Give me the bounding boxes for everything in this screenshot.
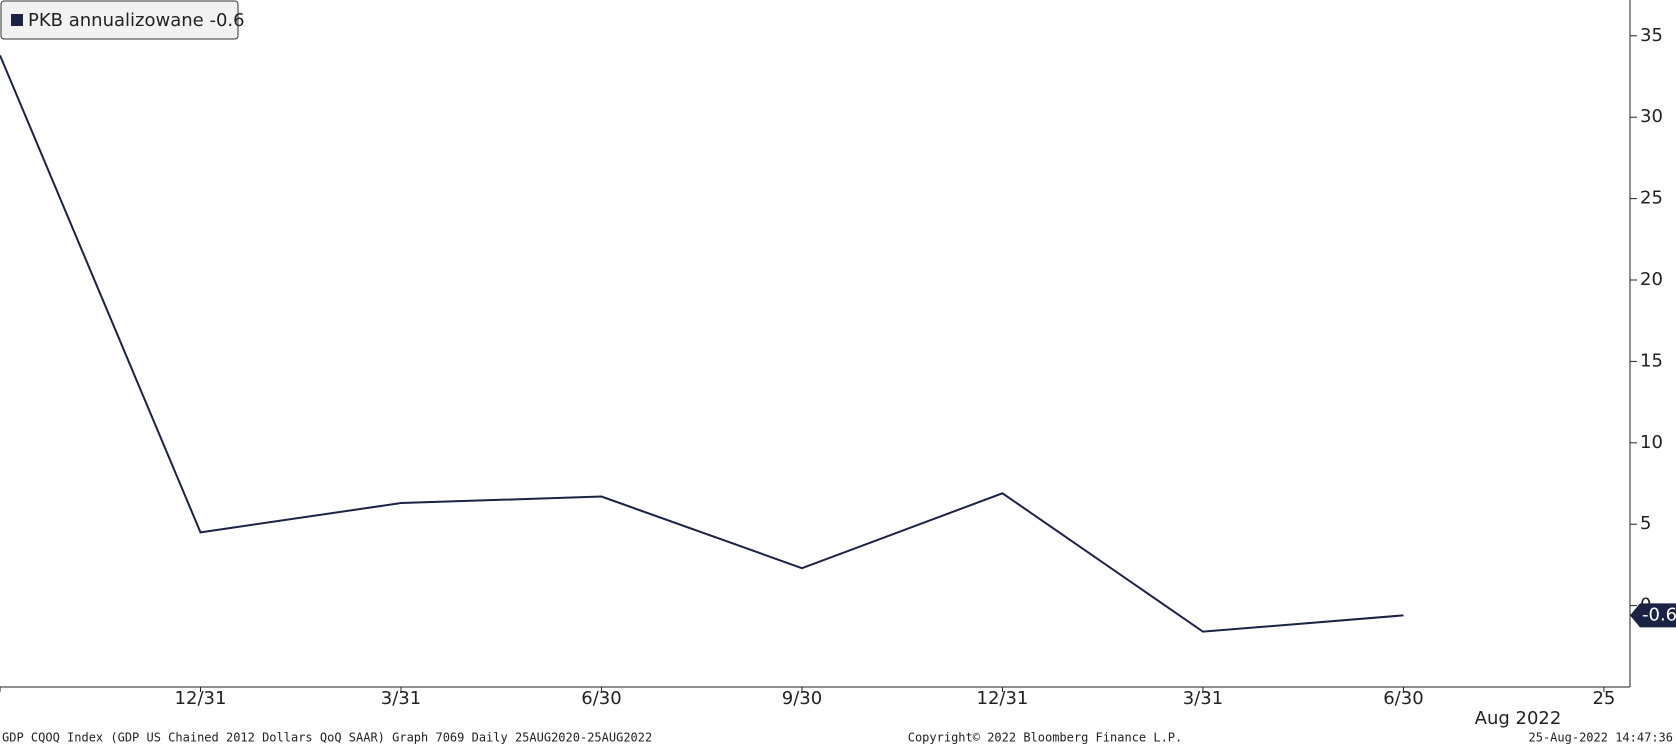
footer-center: Copyright© 2022 Bloomberg Finance L.P. [908, 731, 1183, 745]
footer-right: 25-Aug-2022 14:47:36 [1529, 731, 1674, 745]
y-tick-label: 5 [1640, 513, 1651, 534]
legend-name: PKB annualizowane [28, 10, 204, 31]
last-value-bg [1630, 603, 1676, 628]
x-tick-label: 6/30 [1383, 688, 1423, 709]
y-tick-label: 10 [1640, 432, 1663, 453]
x-tick-label: 6/30 [581, 688, 621, 709]
y-tick-label: 25 [1640, 188, 1663, 209]
last-value-tag: -0.6 [1630, 603, 1676, 628]
x-tick-label: 9/30 [782, 688, 822, 709]
x-period-label: Aug 2022 [1475, 708, 1562, 729]
legend: PKB annualizowane -0.6 [0, 0, 245, 40]
x-tick-label: 3/31 [381, 688, 421, 709]
series-line [0, 54, 1404, 633]
y-tick-label: 30 [1640, 106, 1663, 127]
legend-label: PKB annualizowane -0.6 [28, 10, 245, 31]
x-tick-label: 12/31 [175, 688, 227, 709]
legend-box [0, 0, 239, 40]
x-tick-label: 12/31 [977, 688, 1029, 709]
x-tick-label: 25 [1592, 688, 1615, 709]
x-tick-label: 3/31 [1183, 688, 1223, 709]
y-tick-label: 35 [1640, 25, 1663, 46]
legend-swatch [11, 14, 23, 26]
last-value-label: -0.6 [1642, 604, 1676, 625]
y-tick-label: 15 [1640, 350, 1663, 371]
footer-left: GDP CQOQ Index (GDP US Chained 2012 Doll… [2, 731, 652, 745]
y-tick-label: 20 [1640, 269, 1663, 290]
legend-value: -0.6 [209, 10, 244, 31]
